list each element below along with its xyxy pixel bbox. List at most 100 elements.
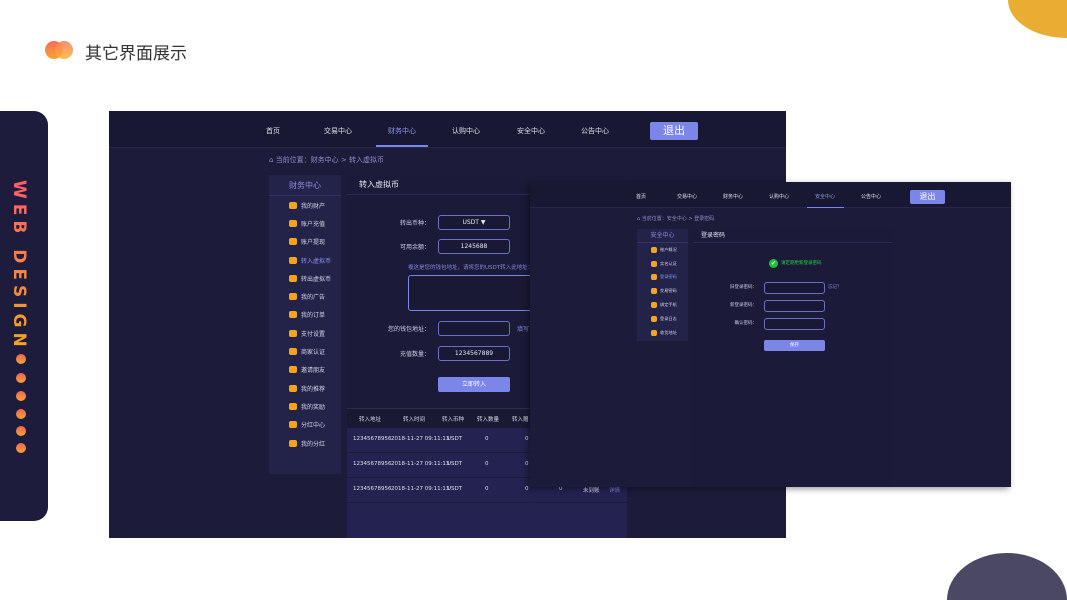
nav-item[interactable]: 交易中心: [324, 127, 352, 135]
side-banner-text: WEB DESIGN: [9, 180, 29, 352]
nav-item[interactable]: 交易中心: [676, 194, 698, 200]
table-cell: 0: [485, 436, 489, 442]
sidebar: 财务中心 我的财产 账户充值账户提现转入虚拟币转出虚拟币我的广告我的订单 支付设置商…: [269, 175, 341, 474]
sidebar: 安全中心 账户概况 实名认证 登录密码 交易密码 绑定手机 登录日志 收货地址: [637, 229, 688, 341]
slide-title: 其它界面展示: [85, 44, 187, 64]
sidebar-item[interactable]: 登录日志: [637, 312, 688, 326]
balance-label: 可用余额：: [399, 244, 430, 251]
nav-item[interactable]: 安全中心: [517, 127, 545, 135]
confirm-password-input[interactable]: [764, 318, 825, 330]
menu-icon: [289, 311, 297, 319]
amount-input[interactable]: 1234567889: [438, 346, 510, 361]
sidebar-item[interactable]: 我的财产: [269, 196, 341, 214]
sidebar-item[interactable]: 我的分红: [269, 434, 341, 452]
sidebar-item[interactable]: 我的订单: [269, 306, 341, 324]
sidebar-item-label: 我的广告: [301, 294, 326, 302]
nav-item[interactable]: 认购中心: [452, 127, 480, 135]
active-nav-underline: [807, 207, 844, 208]
sidebar-item[interactable]: 账户充值: [269, 214, 341, 232]
sidebar-item-label: 实名认证: [660, 260, 677, 266]
submit-transfer-button[interactable]: 立即转入: [438, 377, 510, 392]
sidebar-item[interactable]: 我的奖励: [269, 397, 341, 415]
table-cell[interactable]: 详情: [609, 488, 621, 494]
nav-item[interactable]: 财务中心: [722, 194, 744, 200]
table-cell: 12345678956: [353, 436, 392, 442]
dot-icon: [16, 443, 26, 453]
table-empty-area: [347, 503, 627, 538]
balance-field: 1245688: [438, 239, 510, 254]
amount-label: 充值数量：: [399, 351, 430, 358]
dot-icon: [16, 409, 26, 419]
top-nav: 首页 交易中心 财务中心 认购中心 安全中心 公告中心 退出: [109, 111, 786, 148]
menu-icon: [289, 421, 297, 429]
forgot-link[interactable]: 忘记？: [828, 285, 842, 290]
currency-label: 转出币种：: [399, 220, 430, 227]
nav-item[interactable]: 认购中心: [768, 194, 790, 200]
nav-item[interactable]: 财务中心: [388, 127, 416, 135]
sidebar-item-label: 账户概况: [660, 246, 677, 252]
table-cell: 0: [525, 461, 529, 467]
sidebar-item[interactable]: 我的推荐: [269, 379, 341, 397]
sidebar-item[interactable]: 实名认证: [637, 257, 688, 271]
wallet-fill-link[interactable]: 填写: [517, 326, 530, 333]
side-banner: [0, 111, 48, 521]
sidebar-item[interactable]: 收货地址: [637, 326, 688, 340]
menu-icon: [289, 329, 297, 337]
nav-item[interactable]: 公告中心: [860, 194, 882, 200]
sidebar-item[interactable]: 分红中心: [269, 416, 341, 434]
sidebar-title: 财务中心: [269, 175, 341, 196]
table-cell: 0: [525, 436, 529, 442]
sidebar-item[interactable]: 转出虚拟币: [269, 269, 341, 287]
menu-icon: [289, 348, 297, 356]
save-button[interactable]: 保存: [764, 340, 825, 351]
table-header-cell: 转入时间: [403, 417, 426, 423]
menu-icon: [651, 246, 657, 253]
sidebar-item[interactable]: 转入虚拟币: [269, 251, 341, 269]
sidebar-item-label: 转入虚拟币: [301, 257, 332, 265]
old-password-input[interactable]: [764, 282, 825, 294]
table-cell: 2018-11-27 09:11:13: [391, 461, 450, 467]
currency-value: USDT: [462, 219, 479, 226]
sidebar-item[interactable]: 支付设置: [269, 324, 341, 342]
table-cell: 2018-11-27 09:11:13: [391, 486, 450, 492]
table-cell: 0: [485, 486, 489, 492]
table-header-cell: 转入地址: [359, 417, 382, 423]
nav-item[interactable]: 首页: [635, 194, 647, 200]
table-header-cell: 转入币种: [442, 417, 465, 423]
menu-icon: [651, 274, 657, 281]
logout-button[interactable]: 退出: [910, 190, 945, 204]
sidebar-item-label: 登录密码: [660, 274, 677, 280]
new-password-input[interactable]: [764, 300, 825, 312]
sidebar-item[interactable]: 绑定手机: [637, 298, 688, 312]
logout-button[interactable]: 退出: [650, 122, 698, 140]
sidebar-item-label: 绑定手机: [660, 302, 677, 308]
logo-icon-overlap: [55, 41, 73, 59]
sidebar-item-label: 账户提现: [301, 239, 326, 247]
menu-icon: [289, 439, 297, 447]
sidebar-item[interactable]: 账户概况: [637, 243, 688, 257]
sidebar-item[interactable]: 登录密码: [637, 271, 688, 285]
sidebar-item[interactable]: 邀请朋友: [269, 361, 341, 379]
main-panel: 登录密码 ✔ 请定期更新登录密码 旧登录密码： 忘记？ 新登录密码： 确认密码：…: [693, 229, 892, 487]
sidebar-item[interactable]: 商家认证: [269, 342, 341, 360]
menu-icon: [289, 402, 297, 410]
wallet-input[interactable]: [438, 321, 510, 336]
new-password-label: 新登录密码：: [730, 303, 757, 308]
menu-icon: [651, 329, 657, 336]
currency-select[interactable]: USDT ▼: [438, 215, 510, 230]
confirm-password-label: 确认密码：: [734, 321, 758, 326]
address-textarea[interactable]: [408, 275, 538, 311]
nav-item[interactable]: 安全中心: [814, 194, 836, 200]
sidebar-item-label: 我的奖励: [301, 403, 326, 411]
nav-item[interactable]: 公告中心: [581, 127, 609, 135]
security-window: 首页 交易中心 财务中心 认购中心 安全中心 公告中心 退出 ⌂ 当前位置：安全中心 > …: [530, 182, 1011, 487]
sidebar-item[interactable]: 账户提现: [269, 233, 341, 251]
table-header-cell: 转入数量: [477, 417, 500, 423]
sidebar-item[interactable]: 交易密码: [637, 284, 688, 298]
sidebar-item[interactable]: 我的广告: [269, 287, 341, 305]
sidebar-item-label: 交易密码: [660, 288, 677, 294]
nav-item[interactable]: 首页: [266, 127, 280, 135]
menu-icon: [651, 315, 657, 322]
sidebar-item-label: 收货地址: [660, 329, 677, 335]
table-cell: USDT: [447, 461, 463, 467]
